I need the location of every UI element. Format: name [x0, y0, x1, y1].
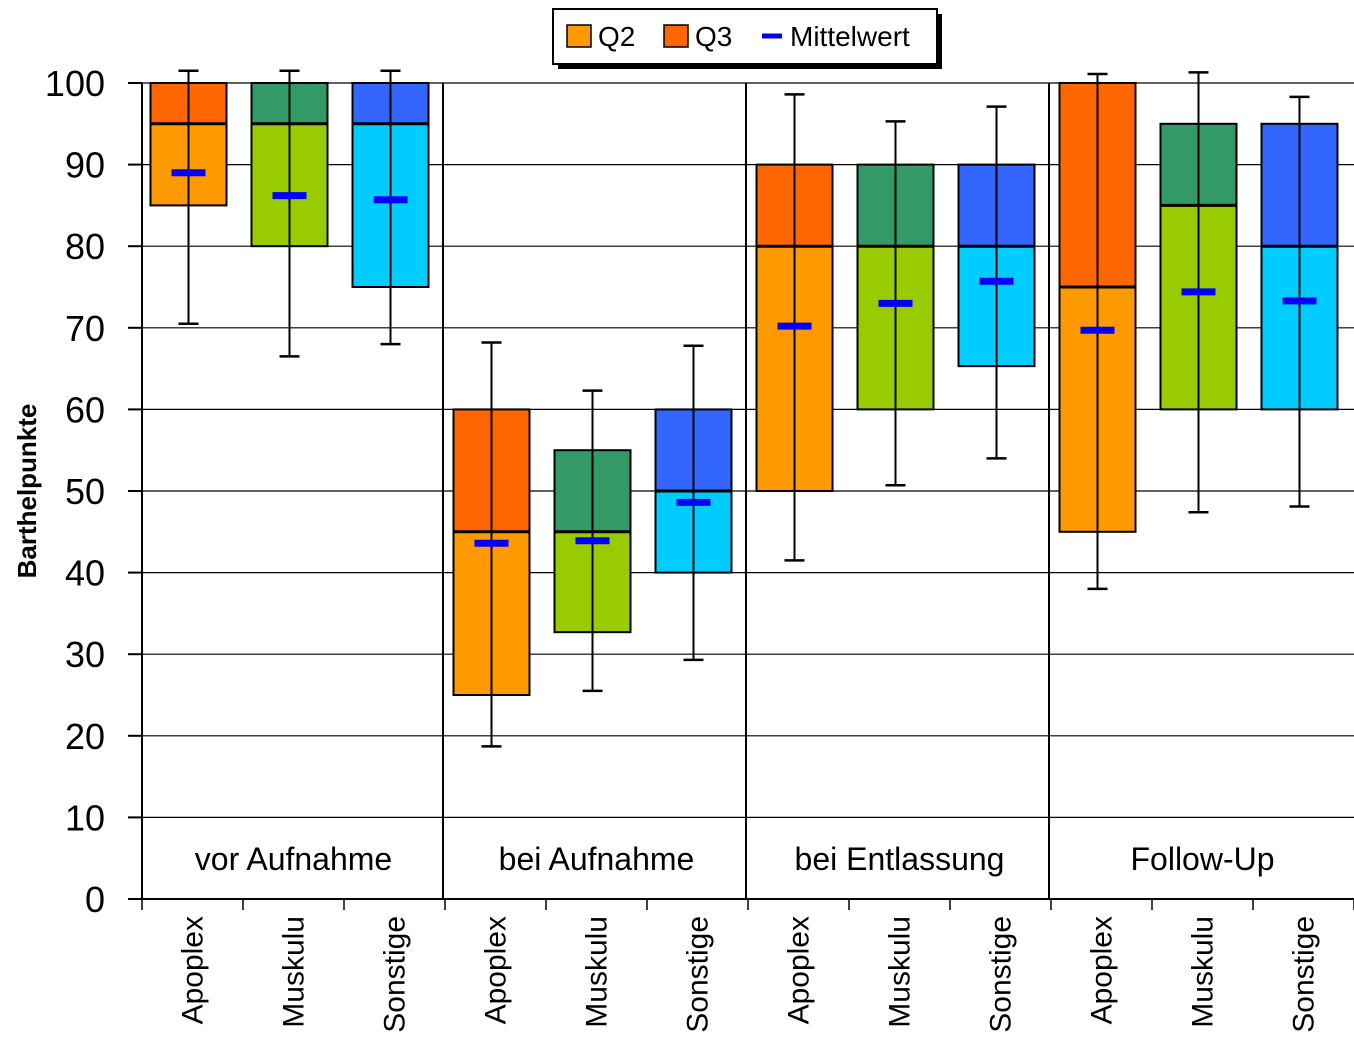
- y-tick-label: 40: [65, 553, 105, 594]
- category-label: Muskulu: [581, 916, 614, 1028]
- category-label: Apoplex: [480, 916, 513, 1024]
- y-tick-label: 0: [85, 879, 105, 920]
- box-apoplex: Apoplex: [1058, 72, 1137, 1024]
- box-sonstige: Sonstige: [654, 344, 733, 1033]
- category-label: Sonstige: [985, 916, 1018, 1033]
- box-muskulu: Muskulu: [1159, 71, 1238, 1028]
- group-bei-entlassung: bei Entlassung Apoplex Muskulu Sonstige: [755, 93, 1036, 1033]
- category-label: Sonstige: [1288, 916, 1321, 1033]
- y-tick-label: 80: [65, 226, 105, 267]
- group-bei-aufnahme: bei Aufnahme Apoplex Muskulu Sonstige: [452, 341, 733, 1033]
- legend: Q2 Q3 Mittelwert: [552, 8, 942, 69]
- legend-label: Q2: [598, 21, 635, 52]
- legend-label: Mittelwert: [790, 21, 910, 52]
- category-label: Muskulu: [1187, 916, 1220, 1028]
- group-label: vor Aufnahme: [195, 841, 392, 877]
- legend-label: Q3: [695, 21, 732, 52]
- y-ticks: 0 10 20 30 40 50 60 70 80 90 100: [45, 63, 142, 920]
- legend-swatch: [566, 24, 592, 48]
- y-tick-label: 100: [45, 63, 105, 104]
- group-label: bei Aufnahme: [499, 841, 695, 877]
- y-tick-label: 10: [65, 797, 105, 838]
- category-label: Sonstige: [379, 916, 412, 1033]
- group-label: Follow-Up: [1130, 841, 1274, 877]
- box-sonstige: Sonstige: [957, 105, 1036, 1033]
- category-label: Sonstige: [682, 916, 715, 1033]
- box-apoplex: Apoplex: [755, 93, 834, 1024]
- y-tick-label: 50: [65, 471, 105, 512]
- y-axis-label: Barthelpunkte: [12, 404, 42, 579]
- legend-box: [552, 8, 938, 65]
- box-sonstige: Sonstige: [1260, 95, 1339, 1033]
- y-tick-label: 30: [65, 634, 105, 675]
- group-vor-aufnahme: vor Aufnahme Apoplex Muskulu Sonstige: [149, 69, 430, 1033]
- group-follow-up: Follow-Up Apoplex Muskulu Sonstige: [1058, 71, 1339, 1033]
- y-tick-label: 90: [65, 145, 105, 186]
- box-apoplex: Apoplex: [149, 69, 228, 1024]
- gridlines: [142, 82, 1354, 819]
- x-ticks: [141, 899, 1354, 910]
- group-label: bei Entlassung: [795, 841, 1005, 877]
- box-muskulu: Muskulu: [553, 389, 632, 1028]
- box-muskulu: Muskulu: [856, 120, 935, 1028]
- y-tick-label: 20: [65, 716, 105, 757]
- category-label: Muskulu: [278, 916, 311, 1028]
- y-tick-label: 70: [65, 308, 105, 349]
- category-label: Apoplex: [783, 916, 816, 1024]
- box-muskulu: Muskulu: [250, 69, 329, 1028]
- box-sonstige: Sonstige: [351, 69, 430, 1033]
- y-tick-label: 60: [65, 389, 105, 430]
- group-separators: [442, 83, 1050, 899]
- legend-swatch: [663, 24, 689, 48]
- box-apoplex: Apoplex: [452, 341, 531, 1024]
- category-label: Apoplex: [1086, 916, 1119, 1024]
- category-label: Muskulu: [884, 916, 917, 1028]
- category-label: Apoplex: [177, 916, 210, 1024]
